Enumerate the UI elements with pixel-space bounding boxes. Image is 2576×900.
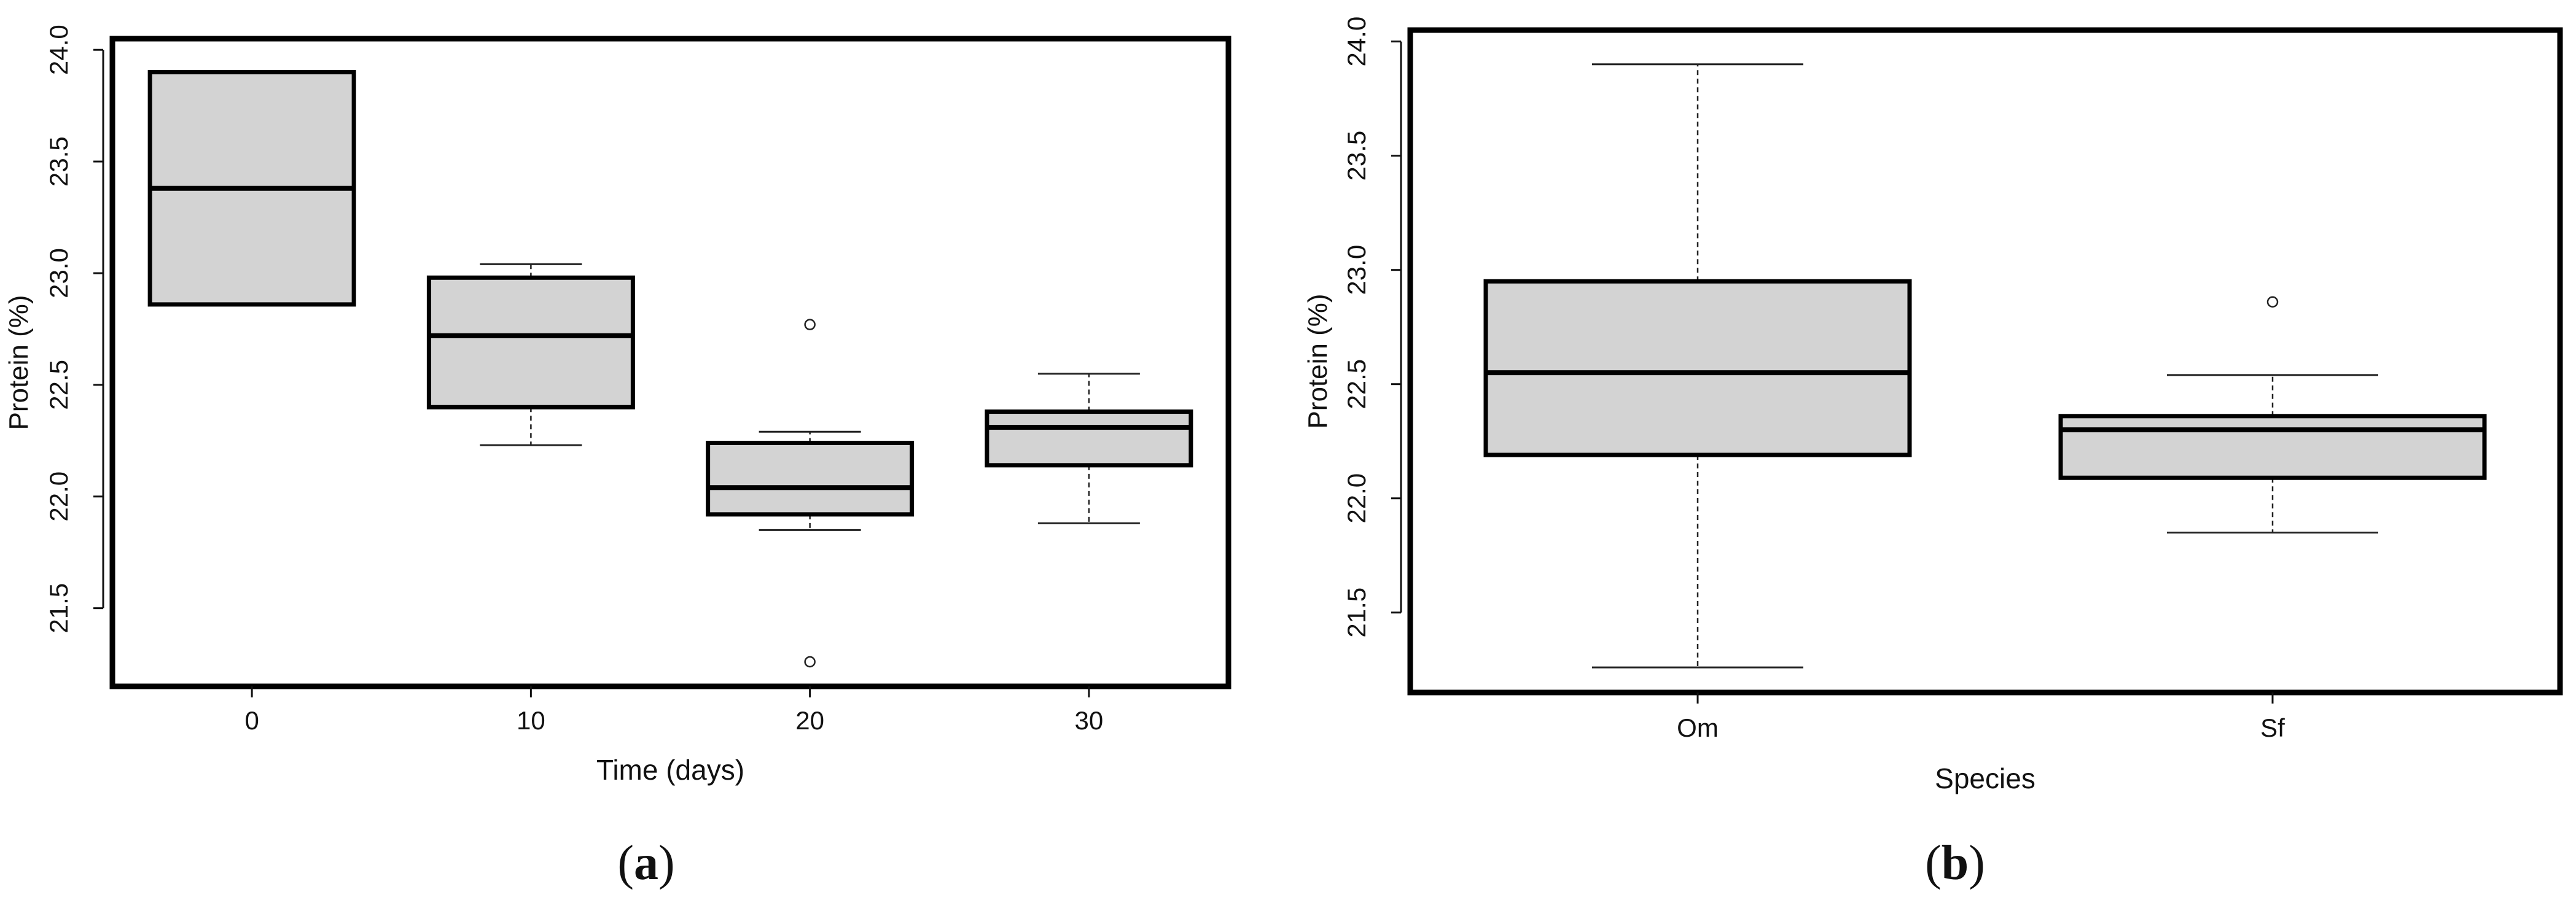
panel-a-plot-frame [109,36,1231,689]
panel-a-ytick-label: 22.0 [44,471,73,522]
panel-a-xtick-label: 30 [1075,706,1104,735]
panel-b-y-axis-title: Protein (%) [1303,293,1333,429]
panel-a-ytick-label: 24.0 [44,25,73,75]
panel-a-label: (a) [617,836,674,890]
panel-b-ytick-label: 24.0 [1342,17,1371,67]
panel-b-box-0 [1483,63,1912,669]
panel-b-ytick-label: 21.5 [1342,588,1371,638]
panel-a-ytick-label: 23.0 [44,248,73,298]
panel-a-ytick-label: 22.5 [44,360,73,410]
panel-a-xtick-label: 0 [244,706,259,735]
panel-a-xtick-label: 10 [517,706,545,735]
panel-b-xtick-label: Sf [2260,713,2285,742]
panel-b-ytick-label: 22.0 [1342,473,1371,524]
panel-a-box-0 [147,70,356,307]
box-iqr [706,440,915,517]
panel-b-plot-frame [1407,27,2563,696]
panel-b-chart: 21.5 22.0 22.5 23.0 23.5 24.0 Protein (%) Om Sf S… [1303,17,2563,794]
panel-a-ytick-label: 23.5 [44,136,73,187]
panel-a-box-3 [985,373,1193,524]
panel-a-box-1 [426,263,635,446]
panel-b-ytick-label: 23.0 [1342,245,1371,295]
panel-a-box-2 [706,319,915,668]
panel-a-chart: 21.5 22.0 22.5 23.0 23.5 24.0 Protein (%) 0 10 20… [4,25,1231,786]
panel-b-x-axis-title: Species [1935,762,2035,794]
panel-b-label: (b) [1925,836,1985,890]
outlier-point [2266,296,2279,308]
panel-a-ytick-label: 21.5 [44,583,73,634]
box-iqr [1483,279,1912,457]
panel-a-y-axis-title: Protein (%) [4,295,34,430]
panel-b-ytick-label: 23.5 [1342,131,1371,181]
panel-a-x-axis-title: Time (days) [596,754,744,786]
panel-b-xtick-label: Om [1677,713,1719,742]
panel-b-box-1 [2058,296,2487,534]
box-iqr [985,409,1193,468]
outlier-point [804,319,816,330]
panel-b-ytick-label: 22.5 [1342,359,1371,409]
box-iqr [2058,414,2487,480]
box-iqr [426,275,635,409]
panel-a-xtick-label: 20 [795,706,824,735]
outlier-point [804,656,816,668]
